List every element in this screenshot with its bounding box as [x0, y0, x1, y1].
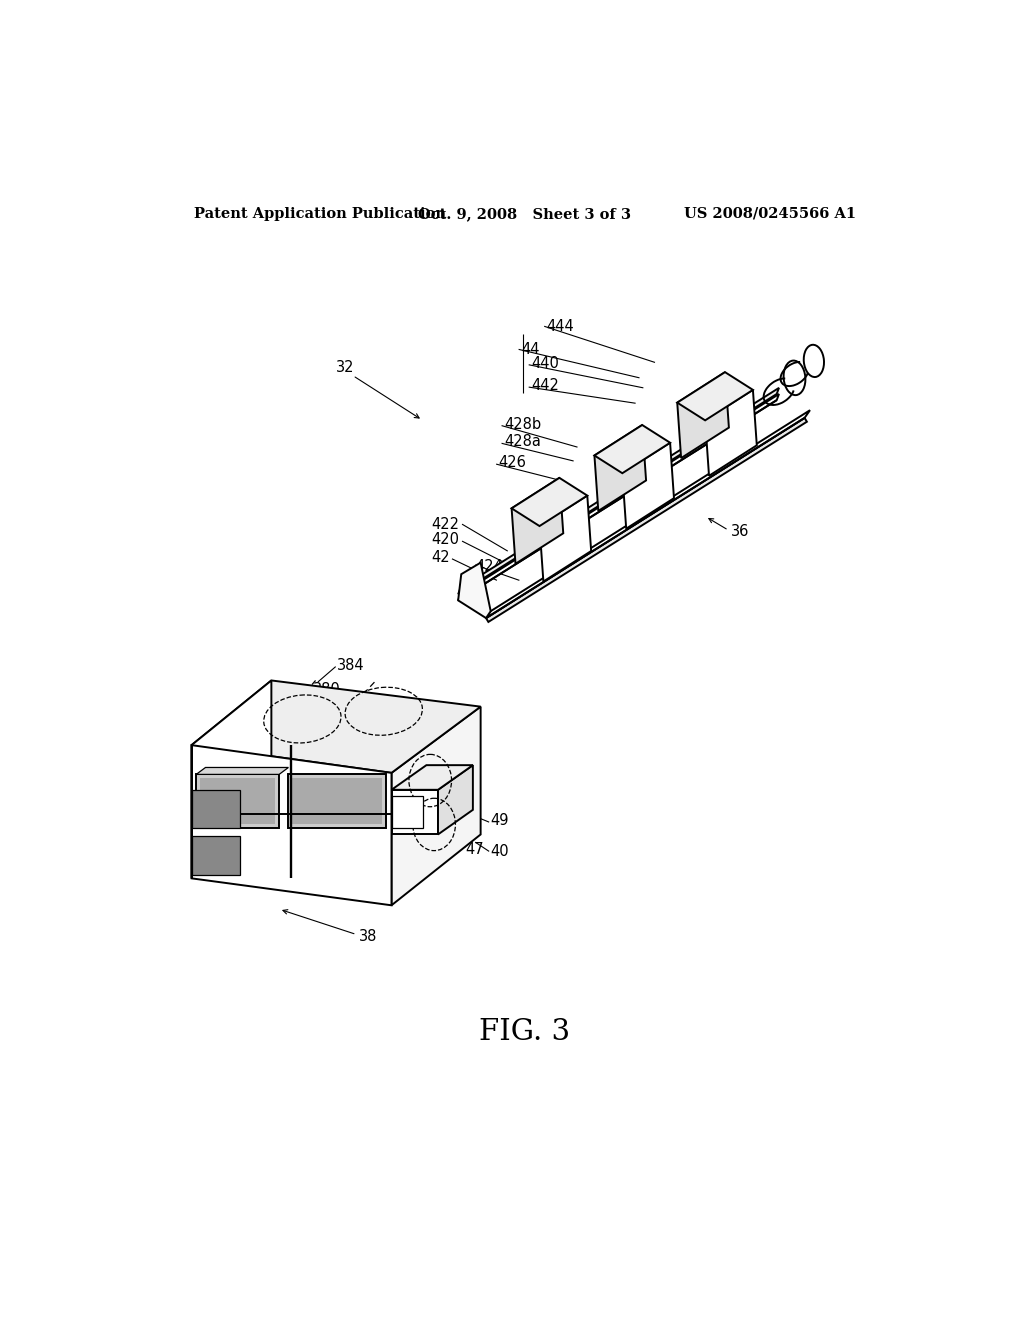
Polygon shape — [458, 562, 490, 618]
Text: 428b: 428b — [504, 417, 541, 432]
Text: 36: 36 — [731, 524, 750, 540]
Text: FIG. 3: FIG. 3 — [479, 1018, 570, 1047]
Polygon shape — [292, 779, 382, 825]
Polygon shape — [197, 775, 280, 829]
Text: 382: 382 — [234, 713, 263, 729]
Text: 32: 32 — [336, 360, 354, 375]
Text: 384: 384 — [337, 657, 365, 673]
Text: US 2008/0245566 A1: US 2008/0245566 A1 — [684, 207, 856, 220]
Text: 47: 47 — [465, 842, 483, 858]
Polygon shape — [197, 767, 289, 775]
Polygon shape — [486, 411, 810, 618]
Polygon shape — [706, 389, 757, 475]
Polygon shape — [191, 681, 271, 878]
Polygon shape — [458, 388, 779, 594]
Text: 420: 420 — [432, 532, 460, 546]
Polygon shape — [200, 779, 275, 825]
Polygon shape — [512, 478, 563, 564]
Text: Patent Application Publication: Patent Application Publication — [194, 207, 445, 220]
Polygon shape — [391, 766, 473, 789]
Text: 442: 442 — [531, 378, 559, 393]
Text: 428a: 428a — [504, 434, 541, 449]
Text: 424: 424 — [475, 558, 503, 574]
Ellipse shape — [804, 345, 824, 378]
Polygon shape — [540, 495, 591, 582]
Text: 40: 40 — [490, 843, 509, 859]
Polygon shape — [512, 478, 588, 527]
Text: 380: 380 — [312, 682, 340, 697]
Polygon shape — [191, 789, 241, 829]
Polygon shape — [191, 836, 241, 874]
Polygon shape — [391, 706, 480, 906]
Polygon shape — [438, 766, 473, 834]
Polygon shape — [391, 789, 438, 834]
Polygon shape — [594, 425, 670, 473]
Polygon shape — [486, 418, 807, 622]
Text: 440: 440 — [531, 355, 559, 371]
Polygon shape — [391, 796, 423, 829]
Polygon shape — [289, 775, 386, 829]
Text: 422: 422 — [432, 516, 460, 532]
Polygon shape — [458, 395, 779, 601]
Text: 444: 444 — [547, 318, 574, 334]
Polygon shape — [677, 372, 729, 458]
Text: 44: 44 — [521, 342, 540, 356]
Polygon shape — [191, 744, 391, 906]
Text: 49: 49 — [490, 813, 509, 828]
Text: Oct. 9, 2008   Sheet 3 of 3: Oct. 9, 2008 Sheet 3 of 3 — [418, 207, 632, 220]
Polygon shape — [191, 681, 480, 774]
Polygon shape — [623, 442, 674, 528]
Polygon shape — [594, 425, 646, 511]
Text: 426: 426 — [499, 455, 526, 470]
Text: 38: 38 — [359, 928, 377, 944]
Text: 42: 42 — [431, 549, 450, 565]
Ellipse shape — [783, 360, 806, 395]
Polygon shape — [677, 372, 753, 420]
